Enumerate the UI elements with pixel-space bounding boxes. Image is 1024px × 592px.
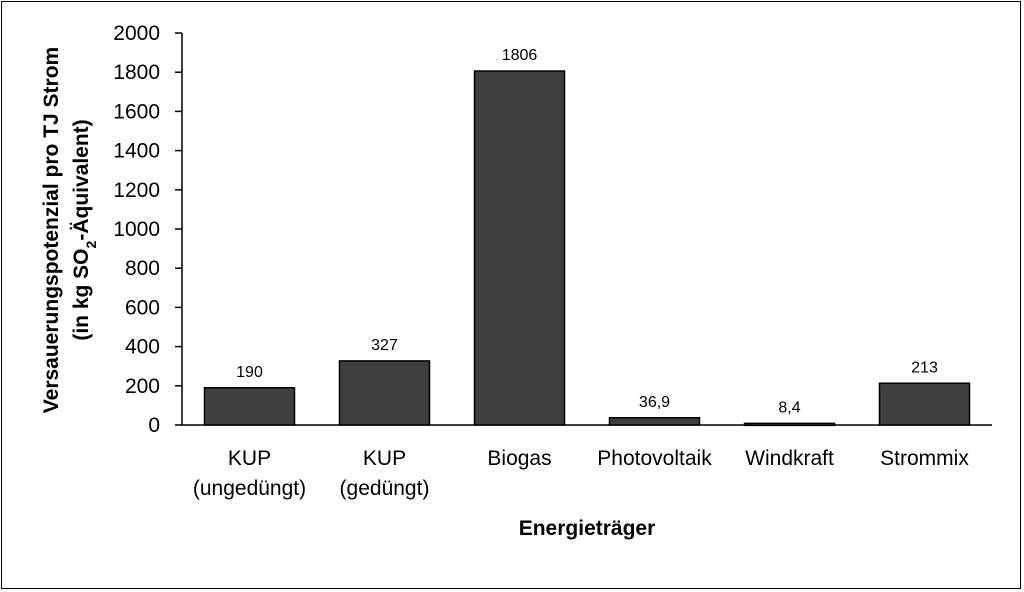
bar [203, 387, 296, 426]
y-tick-label: 800 [125, 257, 160, 280]
y-tick-label: 2000 [113, 22, 160, 45]
bar-value-label: 327 [371, 337, 398, 354]
x-category-label: Windkraft [745, 447, 834, 470]
x-category-label: Biogas [487, 447, 551, 470]
y-tick-label: 1000 [113, 218, 160, 241]
bar-value-label: 8,4 [778, 399, 800, 416]
x-category-label: Strommix [880, 447, 969, 470]
y-tick-label: 1400 [113, 140, 160, 163]
y-tick-label: 1800 [113, 61, 160, 84]
bar [473, 70, 566, 426]
x-category-label: Photovoltaik [597, 447, 712, 470]
y-tick-label: 0 [148, 414, 160, 437]
y-axis-title-line2: (in kg SO2-Äquivalent) [70, 119, 99, 340]
bar-value-label: 213 [911, 359, 938, 376]
bar [338, 360, 431, 426]
x-category-label: (ungedüngt) [193, 477, 306, 500]
x-category-label: KUP [363, 447, 406, 470]
y-tick-label: 1600 [113, 100, 160, 123]
x-category-label: KUP [228, 447, 271, 470]
bar [743, 422, 836, 427]
bar [878, 382, 971, 426]
bar [608, 417, 701, 426]
bar-value-label: 1806 [502, 47, 538, 64]
bar-value-label: 190 [236, 364, 263, 381]
y-tick-label: 1200 [113, 179, 160, 202]
x-axis-title: Energieträger [519, 517, 656, 540]
bar-value-label: 36,9 [639, 394, 670, 411]
y-axis-title-line1: Versauerungspotenzial pro TJ Strom [40, 47, 63, 413]
x-category-label: (gedüngt) [340, 477, 430, 500]
y-axis-title: Versauerungspotenzial pro TJ Strom (in k… [40, 47, 99, 413]
y-tick-label: 400 [125, 336, 160, 359]
y-tick-label: 600 [125, 296, 160, 319]
y-tick-label: 200 [125, 375, 160, 398]
